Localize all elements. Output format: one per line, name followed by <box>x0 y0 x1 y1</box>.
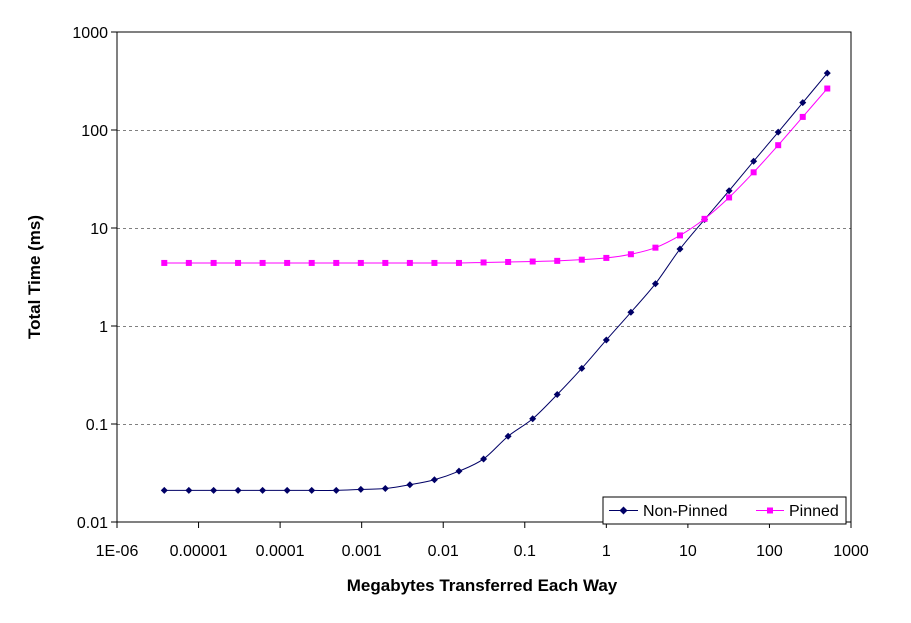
data-point <box>210 259 217 266</box>
data-point <box>651 280 659 288</box>
data-point <box>676 232 683 239</box>
series-non-pinned <box>160 69 831 494</box>
x-tick-label: 0.00001 <box>170 543 228 560</box>
legend-label-pinned: Pinned <box>789 503 839 520</box>
data-point <box>259 486 267 494</box>
data-point <box>578 364 586 372</box>
data-point <box>603 254 610 261</box>
y-axis: 0.01 0.1 1 10 100 1000 <box>72 25 117 532</box>
y-tick-label: 0.1 <box>86 417 108 434</box>
data-point <box>308 259 315 266</box>
series-layer <box>160 69 831 494</box>
data-point <box>602 336 610 344</box>
data-point <box>553 390 561 398</box>
y-tick-label: 1 <box>99 319 108 336</box>
x-tick-label: 100 <box>756 543 783 560</box>
data-point <box>627 308 635 316</box>
data-point <box>578 256 585 263</box>
data-point <box>333 259 340 266</box>
data-point <box>554 257 561 264</box>
data-point <box>284 259 291 266</box>
legend: Non-Pinned Pinned <box>602 496 847 525</box>
y-tick-label: 1000 <box>72 25 108 42</box>
x-tick-label: 1000 <box>833 543 869 560</box>
data-point <box>210 486 218 494</box>
x-tick-label: 0.0001 <box>256 543 305 560</box>
data-point <box>823 69 831 77</box>
data-point <box>701 215 708 222</box>
data-point <box>283 486 291 494</box>
data-point <box>382 259 389 266</box>
data-point <box>627 251 634 258</box>
plot-area-frame <box>116 31 852 523</box>
legend-marker-non-pinned <box>619 506 628 515</box>
data-point <box>357 259 364 266</box>
data-point <box>480 259 487 266</box>
x-tick-label: 10 <box>679 543 697 560</box>
series-line-non-pinned <box>164 72 828 491</box>
data-point <box>431 259 438 266</box>
series-pinned <box>161 85 831 266</box>
data-point <box>750 169 757 176</box>
data-point <box>455 259 462 266</box>
data-point <box>406 259 413 266</box>
x-tick-label: 1E-06 <box>96 543 139 560</box>
x-tick-label: 0.01 <box>428 543 459 560</box>
legend-box <box>602 496 847 525</box>
data-point <box>308 486 316 494</box>
series-line-pinned <box>164 88 828 264</box>
x-tick-label: 0.001 <box>342 543 382 560</box>
data-point <box>161 259 168 266</box>
data-point <box>799 113 806 120</box>
x-axis-title: Megabytes Transferred Each Way <box>347 576 618 595</box>
data-point <box>234 486 242 494</box>
data-point <box>676 245 684 253</box>
data-point <box>505 258 512 265</box>
data-point <box>430 476 438 484</box>
data-point <box>529 258 536 265</box>
data-point <box>799 99 807 107</box>
data-point <box>185 486 193 494</box>
legend-marker-pinned <box>767 507 773 514</box>
data-point <box>160 486 168 494</box>
y-tick-label: 100 <box>81 123 108 140</box>
gridlines <box>117 130 851 425</box>
data-point <box>824 85 831 92</box>
data-point <box>529 415 537 423</box>
data-point <box>726 194 733 201</box>
legend-label-non-pinned: Non-Pinned <box>643 503 728 520</box>
data-point <box>480 455 488 463</box>
x-tick-label: 0.1 <box>514 543 536 560</box>
data-point <box>725 187 733 195</box>
data-point <box>259 259 266 266</box>
y-tick-label: 10 <box>90 221 108 238</box>
data-point <box>332 486 340 494</box>
data-point <box>652 244 659 251</box>
data-point <box>504 432 512 440</box>
data-point <box>381 484 389 492</box>
data-point <box>775 142 782 149</box>
data-point <box>406 481 414 489</box>
x-axis: 1E-06 0.00001 0.0001 0.001 0.01 0.1 1 10 100 1000 <box>96 522 869 560</box>
y-tick-label: 0.01 <box>77 515 108 532</box>
data-point <box>357 485 365 493</box>
data-point <box>750 157 758 165</box>
data-point <box>774 128 782 136</box>
data-point <box>235 259 242 266</box>
y-axis-title: Total Time (ms) <box>25 215 44 339</box>
x-tick-label: 1 <box>602 543 611 560</box>
data-point <box>185 259 192 266</box>
data-point <box>455 467 463 475</box>
